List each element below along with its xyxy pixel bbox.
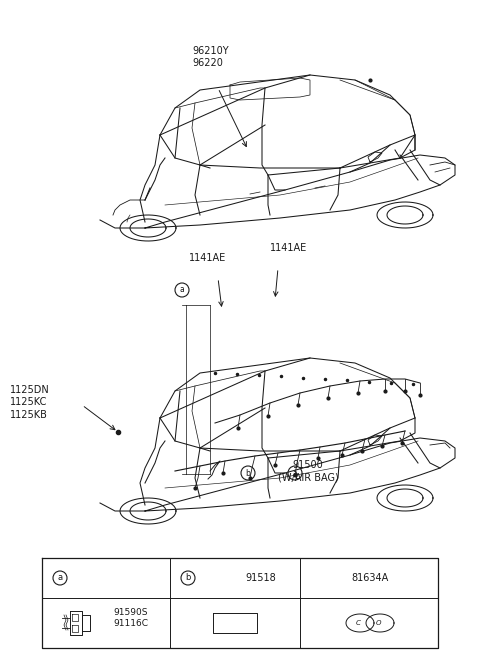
Text: 91500
(W/AIR BAG): 91500 (W/AIR BAG) <box>277 460 338 482</box>
Text: a: a <box>58 574 62 582</box>
Text: C: C <box>356 620 360 626</box>
Text: 91518: 91518 <box>245 573 276 583</box>
Text: 91590S
91116C: 91590S 91116C <box>113 608 148 628</box>
Text: 1141AE: 1141AE <box>270 243 307 253</box>
Text: 1125DN
1125KC
1125KB: 1125DN 1125KC 1125KB <box>10 385 50 420</box>
Text: b: b <box>246 468 251 477</box>
Text: 1141AE: 1141AE <box>190 253 227 263</box>
Text: O: O <box>375 620 381 626</box>
Text: 96210Y
96220: 96210Y 96220 <box>192 46 228 68</box>
Text: a: a <box>293 468 298 477</box>
Text: a: a <box>180 286 184 295</box>
Text: b: b <box>185 574 191 582</box>
Text: 81634A: 81634A <box>351 573 389 583</box>
